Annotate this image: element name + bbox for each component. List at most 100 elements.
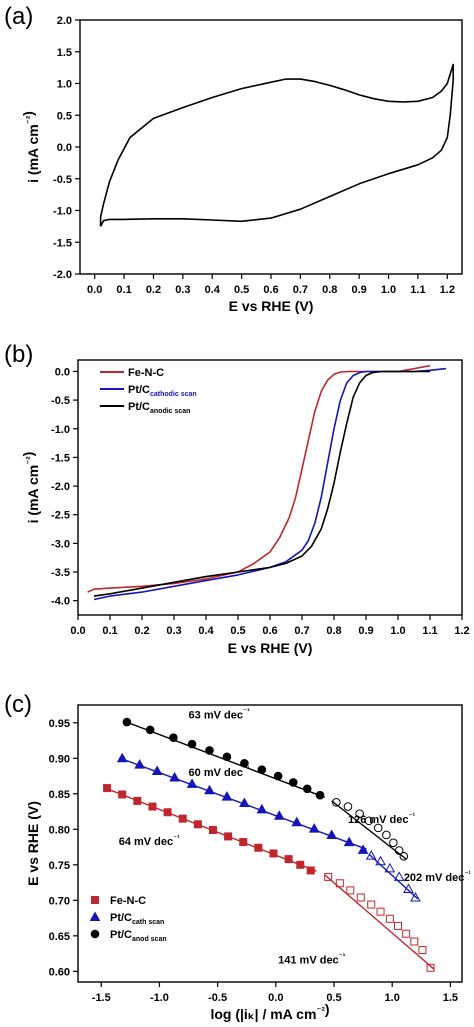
legend-marker xyxy=(91,896,99,904)
fit-line-high xyxy=(324,874,435,970)
y-tick-label: 0.85 xyxy=(49,789,70,801)
data-point-filled xyxy=(239,838,248,847)
data-point-filled xyxy=(163,808,172,817)
x-tick-label: 1.2 xyxy=(454,625,469,637)
data-point-filled xyxy=(315,790,325,800)
x-tick-label: -1.0 xyxy=(150,992,169,1004)
x-tick-label: 1.1 xyxy=(410,284,425,296)
data-point-open xyxy=(343,802,353,811)
x-axis-label: E vs RHE (V) xyxy=(229,298,314,314)
x-tick-label: 0.3 xyxy=(166,625,181,637)
data-point-filled xyxy=(224,832,233,841)
data-point-filled xyxy=(134,759,146,769)
data-point-filled xyxy=(221,791,233,801)
x-tick-label: 0.0 xyxy=(268,992,283,1004)
data-point-filled xyxy=(148,802,157,811)
legend-label: Fe-N-C xyxy=(128,367,164,379)
data-point-filled xyxy=(187,739,197,749)
x-tick-label: 1.5 xyxy=(443,992,458,1004)
data-point-filled xyxy=(118,790,127,799)
data-point-open xyxy=(373,823,383,833)
data-point-filled xyxy=(306,866,315,875)
data-point-open xyxy=(394,921,402,930)
data-point-filled xyxy=(205,746,214,755)
data-point-filled xyxy=(273,771,283,781)
data-point-open xyxy=(426,963,435,972)
fit-line-high xyxy=(368,853,419,900)
data-point-filled xyxy=(291,816,303,827)
data-point-open xyxy=(399,851,409,861)
y-tick-label: -2.5 xyxy=(51,510,70,522)
x-tick-label: 0.3 xyxy=(175,284,190,296)
y-tick-label: -3.0 xyxy=(51,538,70,550)
plot-frame xyxy=(77,704,463,983)
y-tick-label: 0.0 xyxy=(55,366,70,378)
data-point-open xyxy=(356,893,365,902)
y-tick-label: -3.5 xyxy=(51,567,70,579)
data-point-open xyxy=(402,929,411,938)
x-tick-label: 0.4 xyxy=(198,625,214,637)
data-point-open xyxy=(364,816,374,826)
data-point-open xyxy=(389,838,398,848)
x-tick-label: 0.8 xyxy=(326,625,341,637)
legend-label: Pt/Canodic scan xyxy=(128,401,190,415)
data-point-filled xyxy=(257,765,267,774)
y-tick-label: -2.0 xyxy=(51,481,70,493)
y-tick-label: -1.5 xyxy=(51,452,70,464)
slope-annotation: 63 mV dec⁻¹ xyxy=(189,706,250,721)
plot-frame xyxy=(79,19,463,275)
legend-marker xyxy=(89,911,101,921)
data-point-open xyxy=(384,862,396,873)
data-point-open xyxy=(375,855,386,866)
y-tick-label: 0.95 xyxy=(49,718,70,730)
data-point-filled xyxy=(308,823,320,833)
y-tick-label: 2.0 xyxy=(57,15,72,27)
data-point-open xyxy=(418,946,427,955)
data-point-filled xyxy=(169,771,180,782)
x-tick-label: 1.2 xyxy=(440,284,455,296)
chart-panel-2: (b) 0.0 0.1 0.2 0.3 0.4 0.5 0.6 0.7 0.8 0.9 1.0 1.1 1… xyxy=(4,341,470,656)
data-point-open xyxy=(365,850,377,860)
y-tick-label: -0.5 xyxy=(53,174,72,186)
data-point-filled xyxy=(193,820,202,829)
data-point-filled xyxy=(222,752,232,762)
series-line-1 xyxy=(87,364,431,593)
data-point-filled xyxy=(273,810,285,820)
slope-annotation: 64 mV dec⁻¹ xyxy=(119,833,180,848)
data-point-open xyxy=(324,872,333,881)
data-point-filled xyxy=(151,765,163,776)
x-tick-label: -0.5 xyxy=(208,992,227,1004)
series-line-1 xyxy=(99,63,455,227)
y-tick-label: 1.5 xyxy=(57,47,72,59)
data-point-open xyxy=(393,871,405,881)
x-axis-label: log (|iₖ| / mA cm⁻²) xyxy=(210,1001,329,1022)
x-tick-label: 0.6 xyxy=(263,284,278,296)
data-point-filled xyxy=(269,849,278,858)
panel-label: (a) xyxy=(4,3,33,30)
plot-frame xyxy=(77,359,463,616)
data-point-open xyxy=(376,907,385,916)
y-tick-label: 0.60 xyxy=(49,966,70,978)
legend-label: Fe-N-C xyxy=(110,895,146,907)
legend-label: Pt/Canod scan xyxy=(110,929,167,943)
data-point-open xyxy=(335,879,344,888)
x-tick-label: 0.6 xyxy=(262,625,277,637)
legend-label: Pt/Ccath scan xyxy=(110,912,164,926)
data-point-open xyxy=(410,937,419,946)
data-point-filled xyxy=(208,826,217,835)
data-point-filled xyxy=(116,752,128,763)
chart-panel-3: (c) -1.5 -1.0 -0.5 0.0 0.5 1.0 1.5 0.60 0.65 0.70 0… xyxy=(4,691,471,1022)
y-tick-label: 0.5 xyxy=(57,110,72,122)
data-point-filled xyxy=(254,843,263,852)
y-tick-label: -0.5 xyxy=(51,395,70,407)
y-axis-label: i (mA cm⁻²) xyxy=(20,111,41,183)
x-tick-label: 0.5 xyxy=(230,625,245,637)
y-tick-label: 1.0 xyxy=(57,79,72,91)
y-tick-label: -1.0 xyxy=(53,206,72,218)
data-point-filled xyxy=(145,725,155,735)
y-tick-label: 0.70 xyxy=(49,895,70,907)
y-tick-label: -2.0 xyxy=(53,269,72,281)
data-point-open xyxy=(382,830,391,840)
data-point-filled xyxy=(178,814,187,823)
